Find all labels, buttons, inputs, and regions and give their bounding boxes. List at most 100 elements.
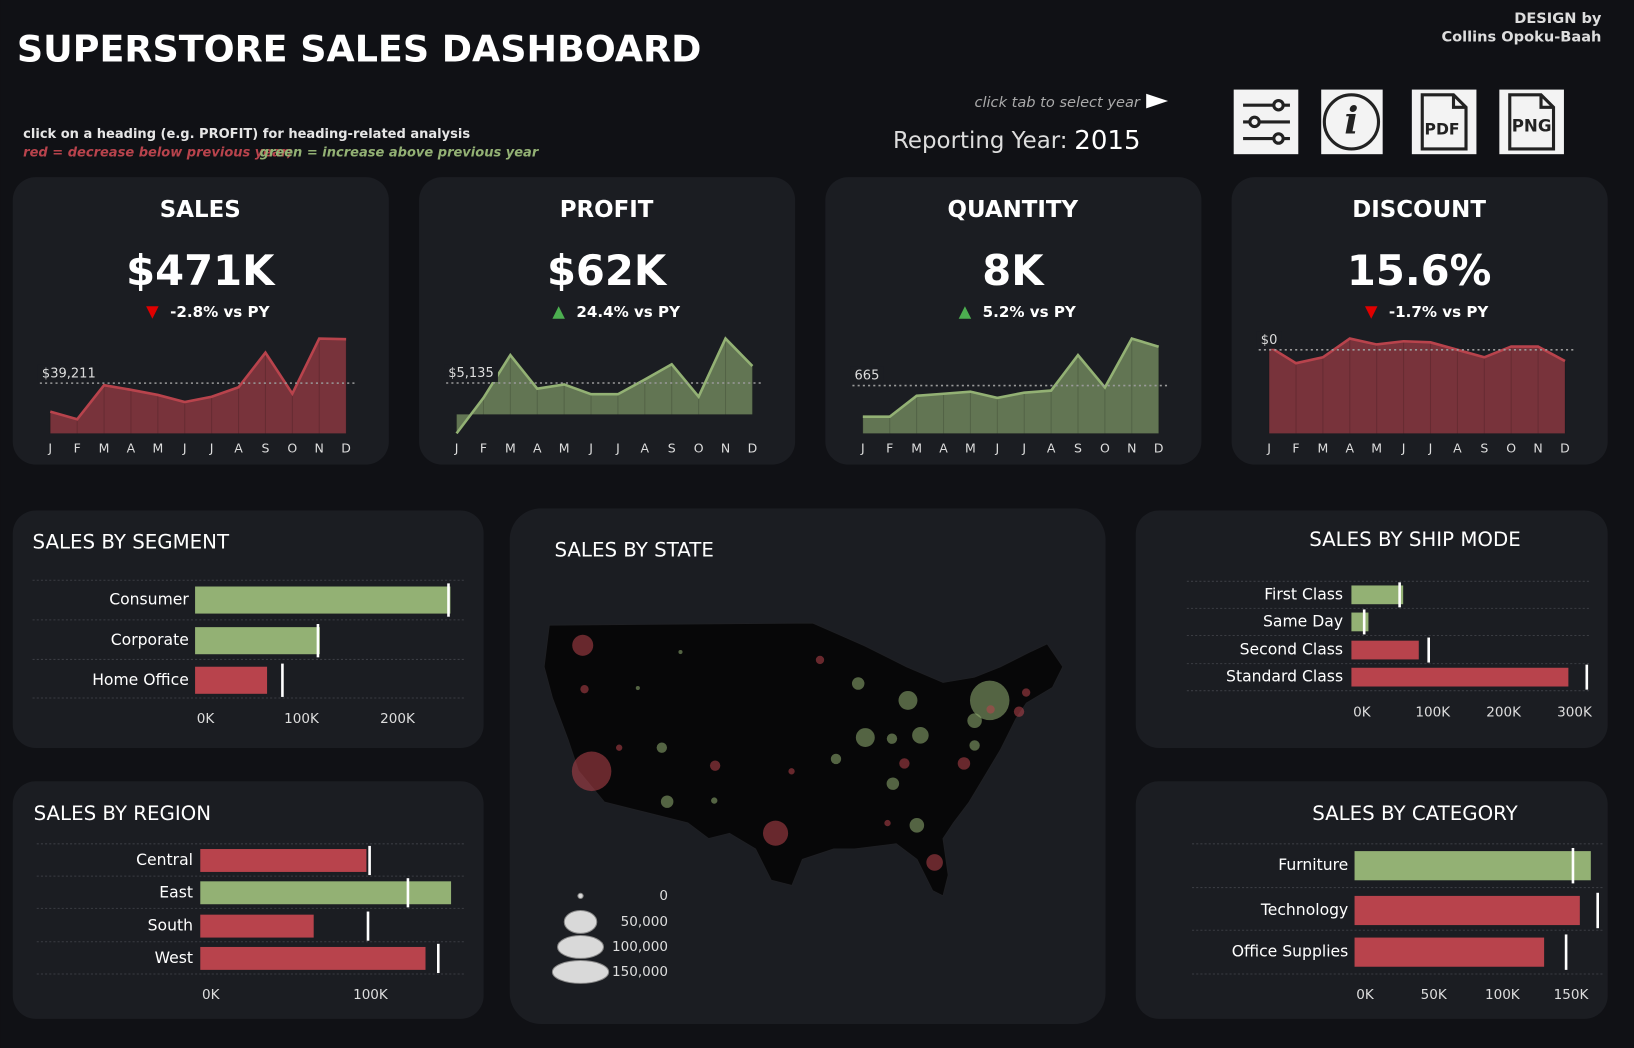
x-tick-label: 200K bbox=[380, 711, 416, 727]
month-label: A bbox=[127, 440, 136, 455]
sparkline-area bbox=[50, 338, 347, 434]
credit: Collins Opoku-Baah bbox=[1441, 29, 1601, 46]
filter-icon[interactable] bbox=[1233, 89, 1299, 155]
state-bubble[interactable] bbox=[815, 655, 825, 665]
x-tick-label: 0K bbox=[202, 987, 221, 1003]
year-label: Reporting Year: bbox=[893, 128, 1067, 154]
state-bubble[interactable] bbox=[571, 751, 612, 792]
size-legend-label: 150,000 bbox=[612, 964, 668, 980]
state-bubble[interactable] bbox=[969, 740, 980, 751]
month-label: M bbox=[559, 440, 570, 455]
sparkline bbox=[1268, 337, 1566, 365]
chart-title[interactable]: SALES BY SEGMENT bbox=[33, 530, 230, 553]
x-tick-label: 0K bbox=[1356, 987, 1375, 1003]
state-bubble[interactable] bbox=[912, 727, 929, 744]
month-label: M bbox=[1318, 440, 1329, 455]
month-label: M bbox=[152, 440, 163, 455]
state-bubble[interactable] bbox=[884, 819, 891, 827]
month-label: N bbox=[1127, 440, 1136, 455]
state-bubble[interactable] bbox=[1013, 706, 1025, 717]
state-bubble[interactable] bbox=[886, 777, 900, 790]
credit: DESIGN by bbox=[1514, 10, 1602, 27]
x-tick-label: 0K bbox=[1353, 705, 1372, 721]
state-bubble[interactable] bbox=[855, 728, 875, 748]
size-legend-mark bbox=[551, 959, 610, 984]
bar bbox=[200, 849, 367, 872]
png-icon[interactable]: PNG bbox=[1499, 89, 1564, 155]
year[interactable]: 2015 bbox=[1074, 126, 1140, 156]
state-bubble[interactable] bbox=[678, 649, 683, 655]
state-bubble[interactable] bbox=[1021, 688, 1031, 697]
chart-title[interactable]: SALES BY SHIP MODE bbox=[1309, 528, 1521, 551]
x-tick-label: 100K bbox=[284, 711, 320, 727]
month-label: J bbox=[588, 440, 593, 455]
info-icon[interactable]: i bbox=[1321, 89, 1383, 155]
state-bubble[interactable] bbox=[886, 733, 898, 744]
month-label: A bbox=[533, 440, 542, 455]
trend-arrow bbox=[958, 306, 972, 319]
state-bubble[interactable] bbox=[711, 797, 718, 804]
state-bubble[interactable] bbox=[909, 818, 925, 833]
state-bubble[interactable] bbox=[830, 753, 842, 765]
category-label: Home Office bbox=[92, 671, 189, 689]
dashboard-title: SUPERSTORE SALES DASHBOARD bbox=[17, 28, 701, 71]
state-bubble[interactable] bbox=[580, 685, 589, 694]
month-label: M bbox=[1371, 440, 1382, 455]
kpi-title[interactable]: QUANTITY bbox=[948, 197, 1079, 223]
month-label: F bbox=[1292, 440, 1299, 455]
category-label: Technology bbox=[1260, 901, 1348, 919]
state-bubble[interactable] bbox=[969, 680, 1010, 721]
state-bubble[interactable] bbox=[660, 795, 674, 808]
sparkline-area bbox=[1269, 338, 1565, 434]
month-label: O bbox=[694, 440, 704, 455]
trend-arrow bbox=[1364, 306, 1378, 319]
state-bubble[interactable] bbox=[762, 820, 789, 846]
state-bubble[interactable] bbox=[656, 742, 668, 753]
state-bubble[interactable] bbox=[615, 744, 623, 751]
month-label: J bbox=[47, 440, 52, 455]
x-tick-label: 100K bbox=[1415, 705, 1451, 721]
kpi-title[interactable]: PROFIT bbox=[560, 197, 654, 223]
size-legend-label: 100,000 bbox=[612, 939, 668, 955]
pdf-icon[interactable]: PDF bbox=[1411, 89, 1477, 155]
month-label: M bbox=[505, 440, 516, 455]
month-label: M bbox=[911, 440, 922, 455]
x-tick-label: 0K bbox=[197, 711, 216, 727]
state-bubble[interactable] bbox=[899, 758, 910, 769]
kpi-change: -2.8% vs PY bbox=[170, 303, 271, 321]
kpi-title[interactable]: SALES bbox=[160, 197, 241, 223]
bar bbox=[195, 627, 320, 655]
state-bubble[interactable] bbox=[967, 713, 982, 728]
state-bubble[interactable] bbox=[788, 768, 795, 775]
bar bbox=[1351, 612, 1369, 632]
state-bubble[interactable] bbox=[926, 854, 943, 871]
state-bubble[interactable] bbox=[572, 634, 594, 656]
month-label: O bbox=[1100, 440, 1110, 455]
kpi-change: 5.2% vs PY bbox=[983, 303, 1077, 321]
category-label: West bbox=[155, 949, 193, 967]
reference-label-box bbox=[37, 364, 100, 383]
state-bubble[interactable] bbox=[635, 686, 640, 691]
month-label: J bbox=[994, 440, 999, 455]
state-bubble[interactable] bbox=[851, 677, 865, 690]
chart-title[interactable]: SALES BY REGION bbox=[34, 802, 211, 825]
flag bbox=[1146, 93, 1169, 109]
state-bubble[interactable] bbox=[957, 757, 971, 770]
chart-title[interactable]: SALES BY CATEGORY bbox=[1312, 802, 1518, 825]
month-label: O bbox=[1506, 440, 1516, 455]
state-bubble[interactable] bbox=[709, 760, 721, 771]
x-tick-label: 200K bbox=[1486, 705, 1522, 721]
icon-knob bbox=[1248, 115, 1261, 129]
reference-label: $0 bbox=[1261, 333, 1278, 348]
month-label: J bbox=[615, 440, 620, 455]
state-bubble[interactable] bbox=[986, 705, 995, 714]
state-bubble[interactable] bbox=[898, 690, 918, 710]
chart-title[interactable]: SALES BY STATE bbox=[554, 539, 713, 562]
kpi-title[interactable]: DISCOUNT bbox=[1352, 197, 1486, 223]
reference-label: $39,211 bbox=[42, 366, 96, 381]
month-label: M bbox=[99, 440, 110, 455]
sparkline bbox=[862, 337, 1160, 418]
bar bbox=[1354, 851, 1591, 881]
chart-card bbox=[1135, 510, 1608, 748]
